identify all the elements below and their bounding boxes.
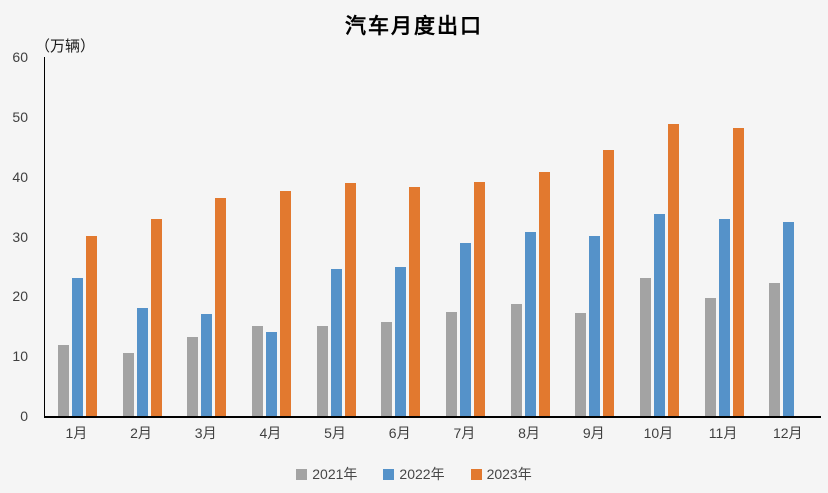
x-axis-labels: 1月 2月 3月 4月 5月 6月 7月 8月 9月 10月 11月 12月 [44,423,820,443]
legend-item: 2021年 [296,464,357,484]
x-tick-label: 4月 [259,425,282,441]
bar [150,219,162,416]
legend-label: 2021年 [312,466,358,482]
legend-swatch-icon [470,468,482,480]
bar-group [45,57,110,416]
legend-item: 2023年 [470,464,532,484]
legend-label: 2022年 [399,466,445,482]
bar [344,183,356,416]
x-tick-label: 2月 [130,425,152,441]
bar [265,331,277,416]
x-tick-label: 6月 [388,425,411,441]
bar-group [627,57,692,416]
bar [653,214,665,416]
bar [459,242,471,416]
bar [510,304,522,416]
y-tick-label: 60 [12,49,28,65]
legend-label: 2023年 [486,466,532,482]
bar [667,124,679,416]
y-tick-label: 0 [20,408,28,424]
bar-group [498,57,563,416]
legend-swatch-icon [383,468,395,480]
bar [409,187,421,416]
bar-groups [45,57,821,416]
bar [251,325,263,416]
bar [445,311,457,416]
x-tick-label: 3月 [194,425,217,441]
bar [783,222,795,416]
x-tick-label: 1月 [65,425,88,441]
y-axis-unit-label: （万辆） [35,37,96,55]
y-tick-label: 50 [12,108,28,125]
bar [538,171,550,416]
bar [395,267,407,416]
bar [85,235,97,416]
bar-group [692,57,757,416]
x-tick-label: 12月 [772,425,803,441]
bar [187,337,199,416]
x-tick-label: 9月 [582,425,605,441]
legend: 2021年 2022年 2023年 [0,464,828,484]
x-tick-label: 8月 [518,425,540,441]
y-tick-label: 40 [12,168,28,185]
x-tick-label: 7月 [453,425,476,441]
bar [136,308,148,416]
bar [215,198,227,416]
bar [639,277,651,416]
chart-title: 汽车月度出口 [345,13,483,38]
bar [524,231,536,416]
bar-group [174,57,239,416]
y-tick-label: 10 [12,348,28,365]
bar [122,353,134,416]
plot-area [44,57,821,418]
bar-group [368,57,433,416]
x-tick-label: 5月 [324,425,346,441]
bar [71,277,83,416]
bar-group [756,57,821,416]
bar-group [304,57,369,416]
bar [603,150,615,416]
bar-group [433,57,498,416]
bar-group [239,57,304,416]
bar [316,326,328,416]
x-tick-label: 11月 [708,425,738,441]
legend-item: 2022年 [383,464,445,484]
bar [57,344,69,416]
bar [381,321,393,416]
y-tick-label: 30 [12,228,28,245]
bar [732,127,744,416]
bar [330,269,342,416]
bar-group [110,57,175,416]
x-tick-label: 10月 [643,425,674,441]
bar [279,191,291,416]
bar [718,219,730,416]
legend-swatch-icon [296,468,308,480]
bar [201,314,213,416]
bar [473,181,485,416]
y-tick-label: 20 [12,288,28,305]
bar-group [562,57,627,416]
bar [704,297,716,416]
bar [589,235,601,416]
bar [575,312,587,416]
bar [769,283,781,416]
